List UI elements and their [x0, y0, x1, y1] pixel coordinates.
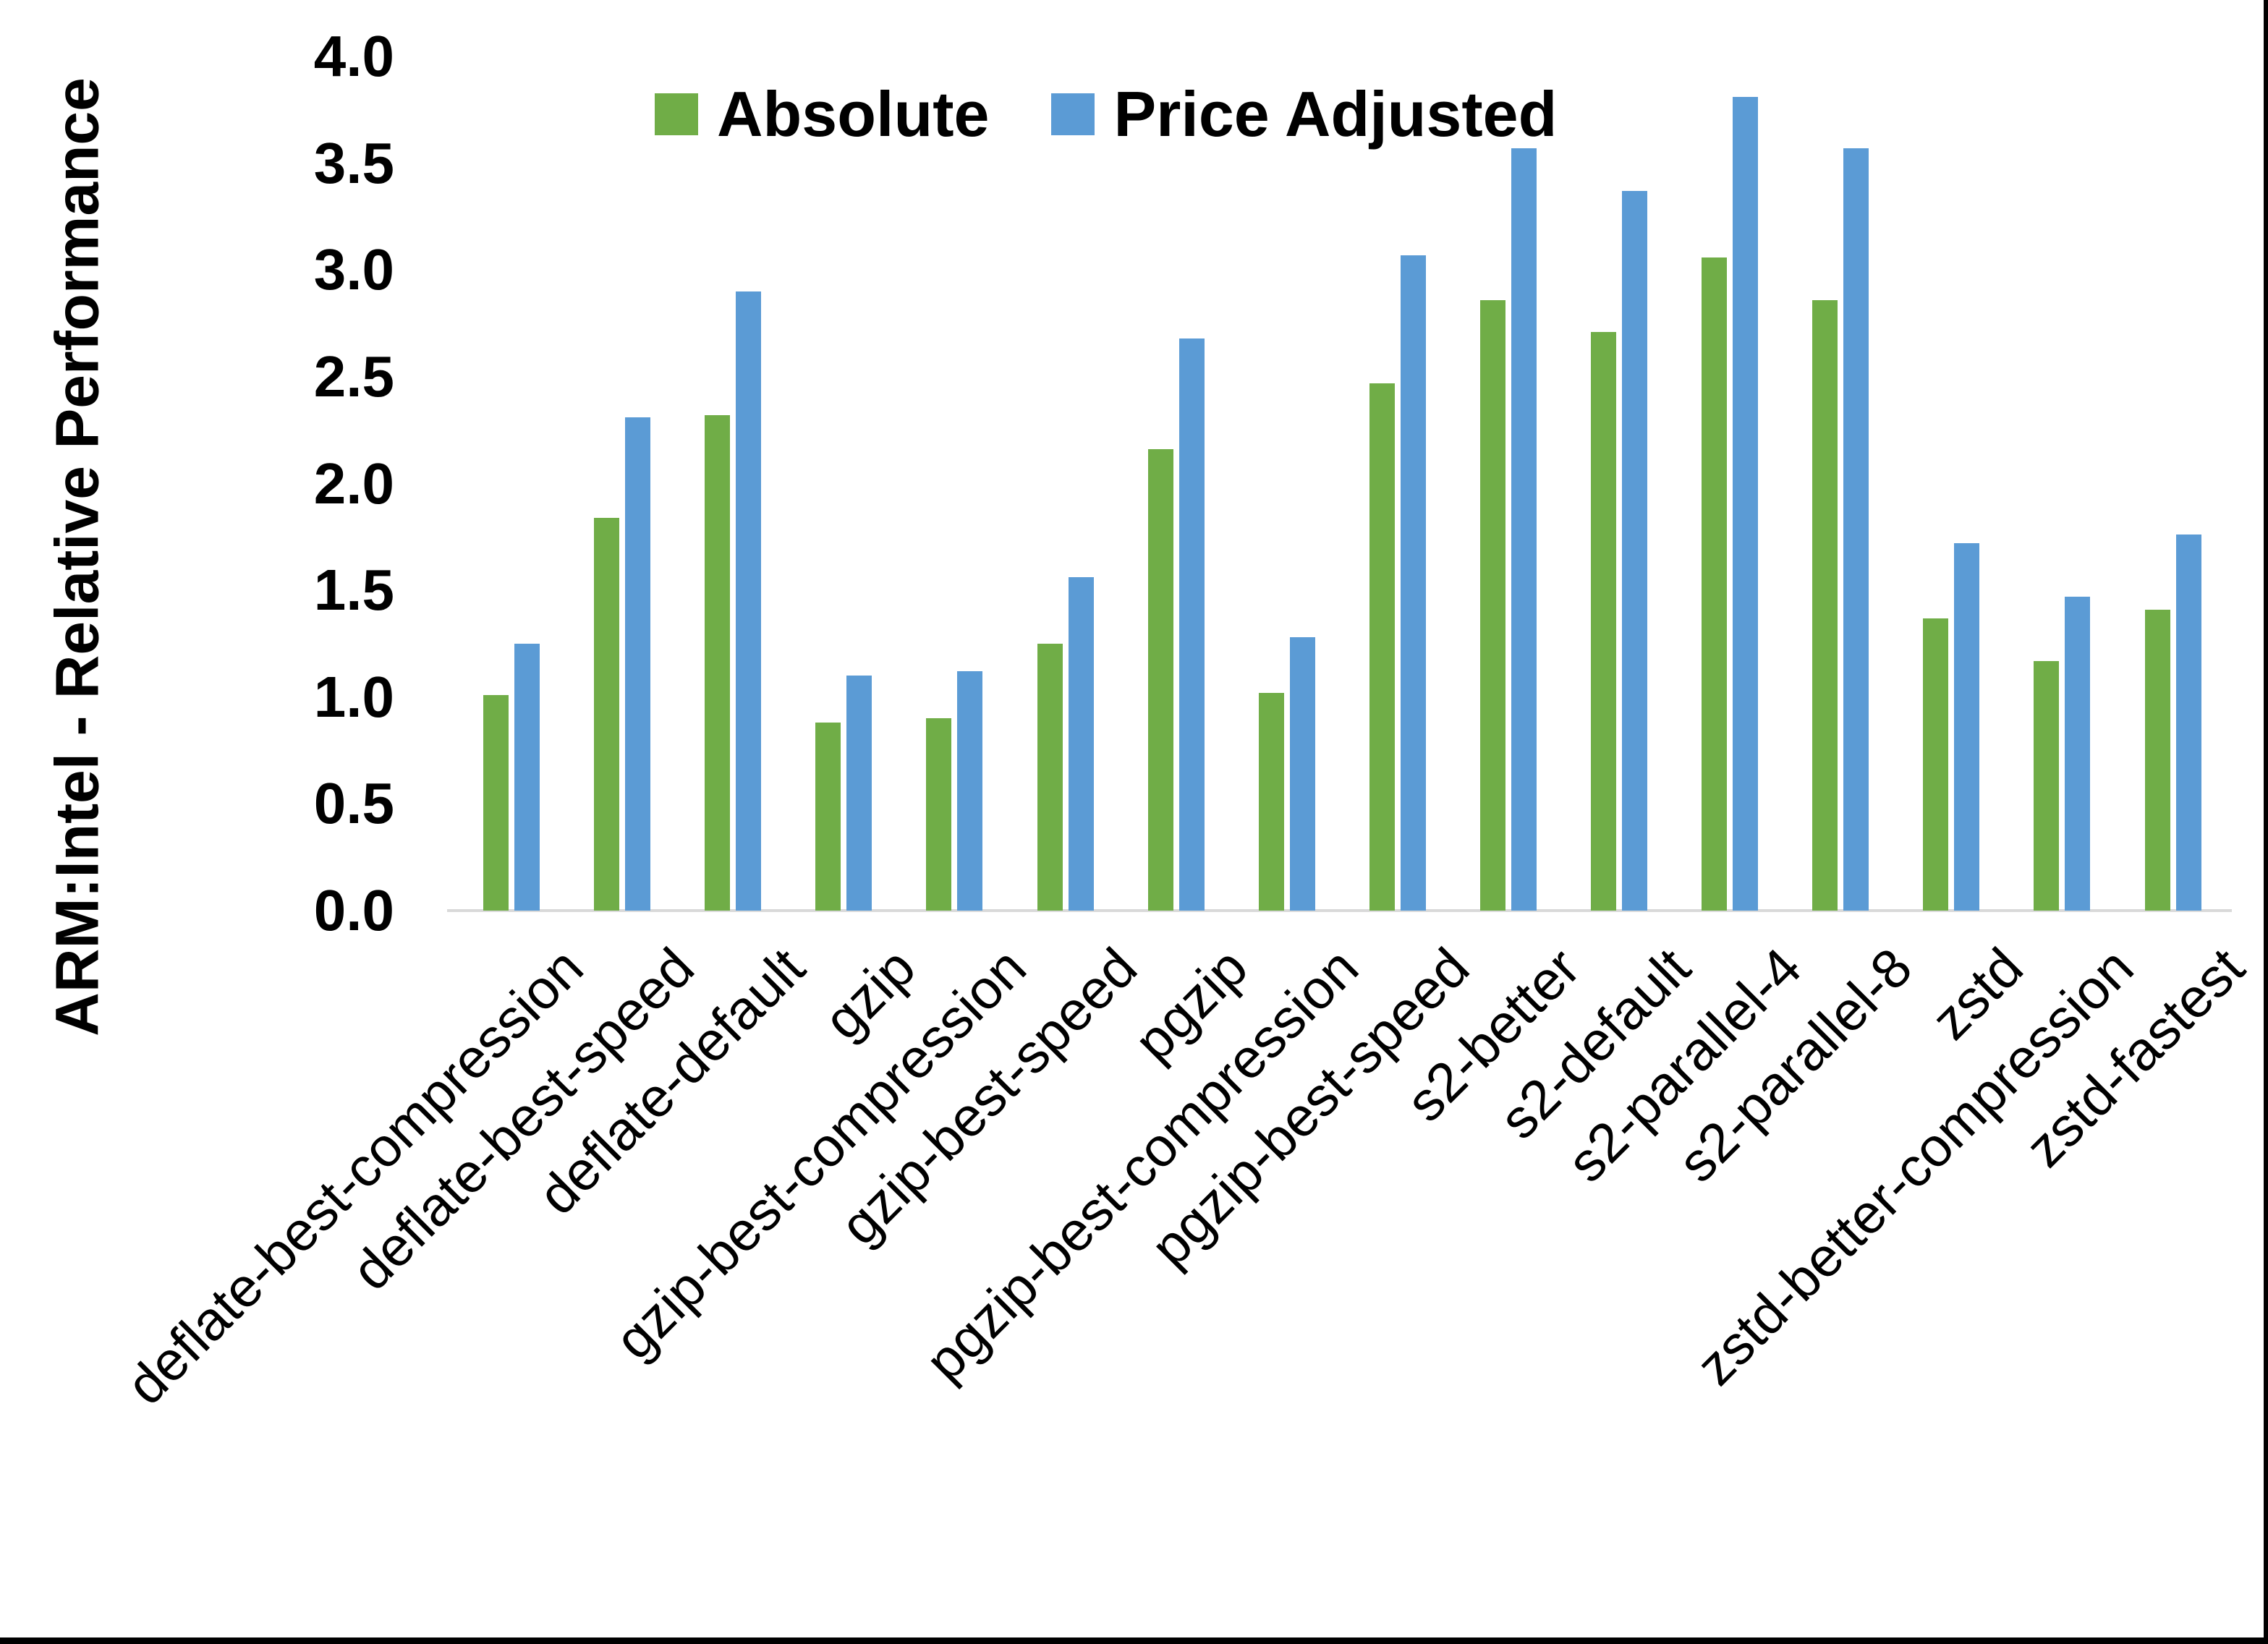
- bar-absolute-zstd-better-compression: [2034, 661, 2059, 911]
- legend-entry-price-adjusted: Price Adjusted: [1051, 78, 1557, 150]
- bar-price-adjusted-deflate-best-speed: [625, 417, 650, 911]
- bar-absolute-gzip-best-speed: [1037, 644, 1063, 911]
- y-tick-label: 0.5: [313, 771, 394, 836]
- bar-absolute-deflate-default: [705, 415, 730, 911]
- bar-absolute-zstd: [1923, 618, 1948, 911]
- y-tick-label: 2.5: [313, 344, 394, 409]
- bar-price-adjusted-pgzip: [1179, 338, 1205, 911]
- bar-price-adjusted-zstd: [1954, 543, 1979, 911]
- bar-absolute-gzip: [815, 723, 841, 911]
- bar-absolute-pgzip: [1148, 449, 1173, 911]
- bar-price-adjusted-deflate-default: [736, 291, 761, 911]
- bar-price-adjusted-pgzip-best-compression: [1290, 637, 1315, 911]
- legend-swatch-absolute: [655, 93, 698, 135]
- legend-entry-absolute: Absolute: [655, 78, 989, 150]
- bar-absolute-gzip-best-compression: [926, 718, 951, 911]
- bar-price-adjusted-deflate-best-compression: [514, 644, 540, 911]
- bottom-frame-border: [0, 1637, 2268, 1644]
- legend-label-absolute: Absolute: [717, 78, 990, 150]
- bar-price-adjusted-pgzip-best-speed: [1401, 255, 1426, 911]
- bar-price-adjusted-s2-default: [1622, 191, 1647, 911]
- right-frame-border: [2264, 0, 2268, 1644]
- bar-absolute-s2-default: [1591, 332, 1616, 911]
- legend: Absolute Price Adjusted: [655, 78, 1557, 150]
- bar-absolute-deflate-best-compression: [483, 695, 509, 911]
- x-axis-category-label: deflate-best-compression: [114, 937, 595, 1417]
- y-tick-label: 2.0: [313, 451, 394, 516]
- bar-price-adjusted-gzip-best-compression: [957, 671, 982, 911]
- bar-absolute-s2-parallel-8: [1812, 300, 1838, 911]
- bar-price-adjusted-zstd-better-compression: [2065, 597, 2090, 911]
- bar-absolute-s2-parallel-4: [1702, 257, 1727, 911]
- bar-price-adjusted-gzip-best-speed: [1069, 577, 1094, 911]
- bar-absolute-pgzip-best-compression: [1259, 693, 1284, 911]
- y-tick-label: 1.5: [313, 558, 394, 623]
- y-tick-label: 3.0: [313, 237, 394, 302]
- bar-absolute-pgzip-best-speed: [1369, 383, 1395, 911]
- bar-absolute-zstd-fastest: [2145, 610, 2170, 911]
- x-axis-line: [447, 909, 2232, 912]
- y-tick-label: 0.0: [313, 878, 394, 942]
- bar-price-adjusted-gzip: [846, 676, 872, 911]
- bar-price-adjusted-s2-parallel-8: [1843, 148, 1869, 911]
- bar-price-adjusted-zstd-fastest: [2176, 534, 2201, 911]
- y-tick-label: 1.0: [313, 664, 394, 729]
- y-tick-label: 3.5: [313, 130, 394, 195]
- legend-label-price-adjusted: Price Adjusted: [1113, 78, 1558, 150]
- y-tick-label: 4.0: [313, 24, 394, 88]
- bar-price-adjusted-s2-parallel-4: [1733, 97, 1758, 911]
- bar-absolute-deflate-best-speed: [594, 518, 619, 911]
- y-axis-title: ARM:Intel - Relative Performance: [43, 77, 111, 1036]
- legend-swatch-price-adjusted: [1051, 93, 1095, 135]
- bar-price-adjusted-s2-better: [1511, 148, 1537, 911]
- bar-absolute-s2-better: [1480, 300, 1505, 911]
